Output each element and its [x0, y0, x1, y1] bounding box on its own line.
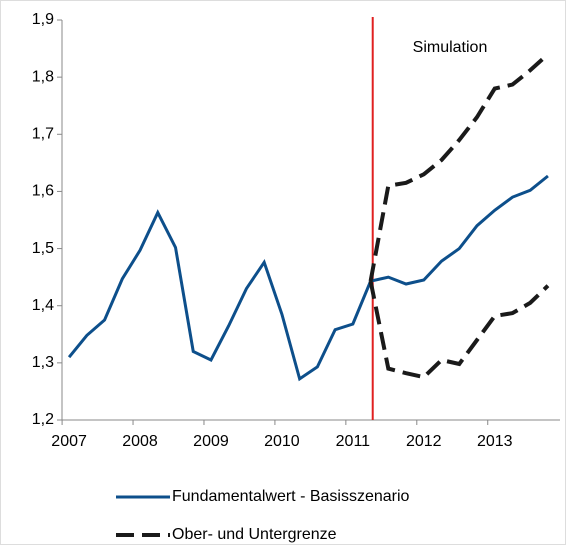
x-tick-label: 2012 — [406, 433, 442, 450]
y-tick-label: 1,9 — [32, 11, 54, 28]
x-tick-label: 2008 — [122, 433, 158, 450]
x-tick-label: 2009 — [193, 433, 229, 450]
series-line — [368, 52, 550, 282]
series-line — [368, 280, 550, 380]
y-tick-label: 1,3 — [32, 354, 54, 371]
x-tick-label: 2011 — [336, 433, 371, 450]
legend-label: Fundamentalwert - Basisszenario — [172, 488, 410, 505]
x-tick-label: 2010 — [264, 433, 300, 450]
y-tick-label: 1,7 — [32, 126, 54, 143]
y-tick-label: 1,6 — [32, 183, 54, 200]
series-line — [67, 174, 549, 382]
legend-label: Ober- und Untergrenze — [172, 526, 337, 543]
y-tick-label: 1,4 — [32, 297, 54, 314]
y-tick-label: 1,2 — [32, 411, 54, 428]
x-tick-label: 2013 — [477, 433, 513, 450]
x-tick-label: 2007 — [51, 433, 87, 450]
y-tick-label: 1,5 — [32, 240, 54, 257]
annotation: Simulation — [413, 39, 488, 56]
y-tick-label: 1,8 — [32, 68, 54, 85]
